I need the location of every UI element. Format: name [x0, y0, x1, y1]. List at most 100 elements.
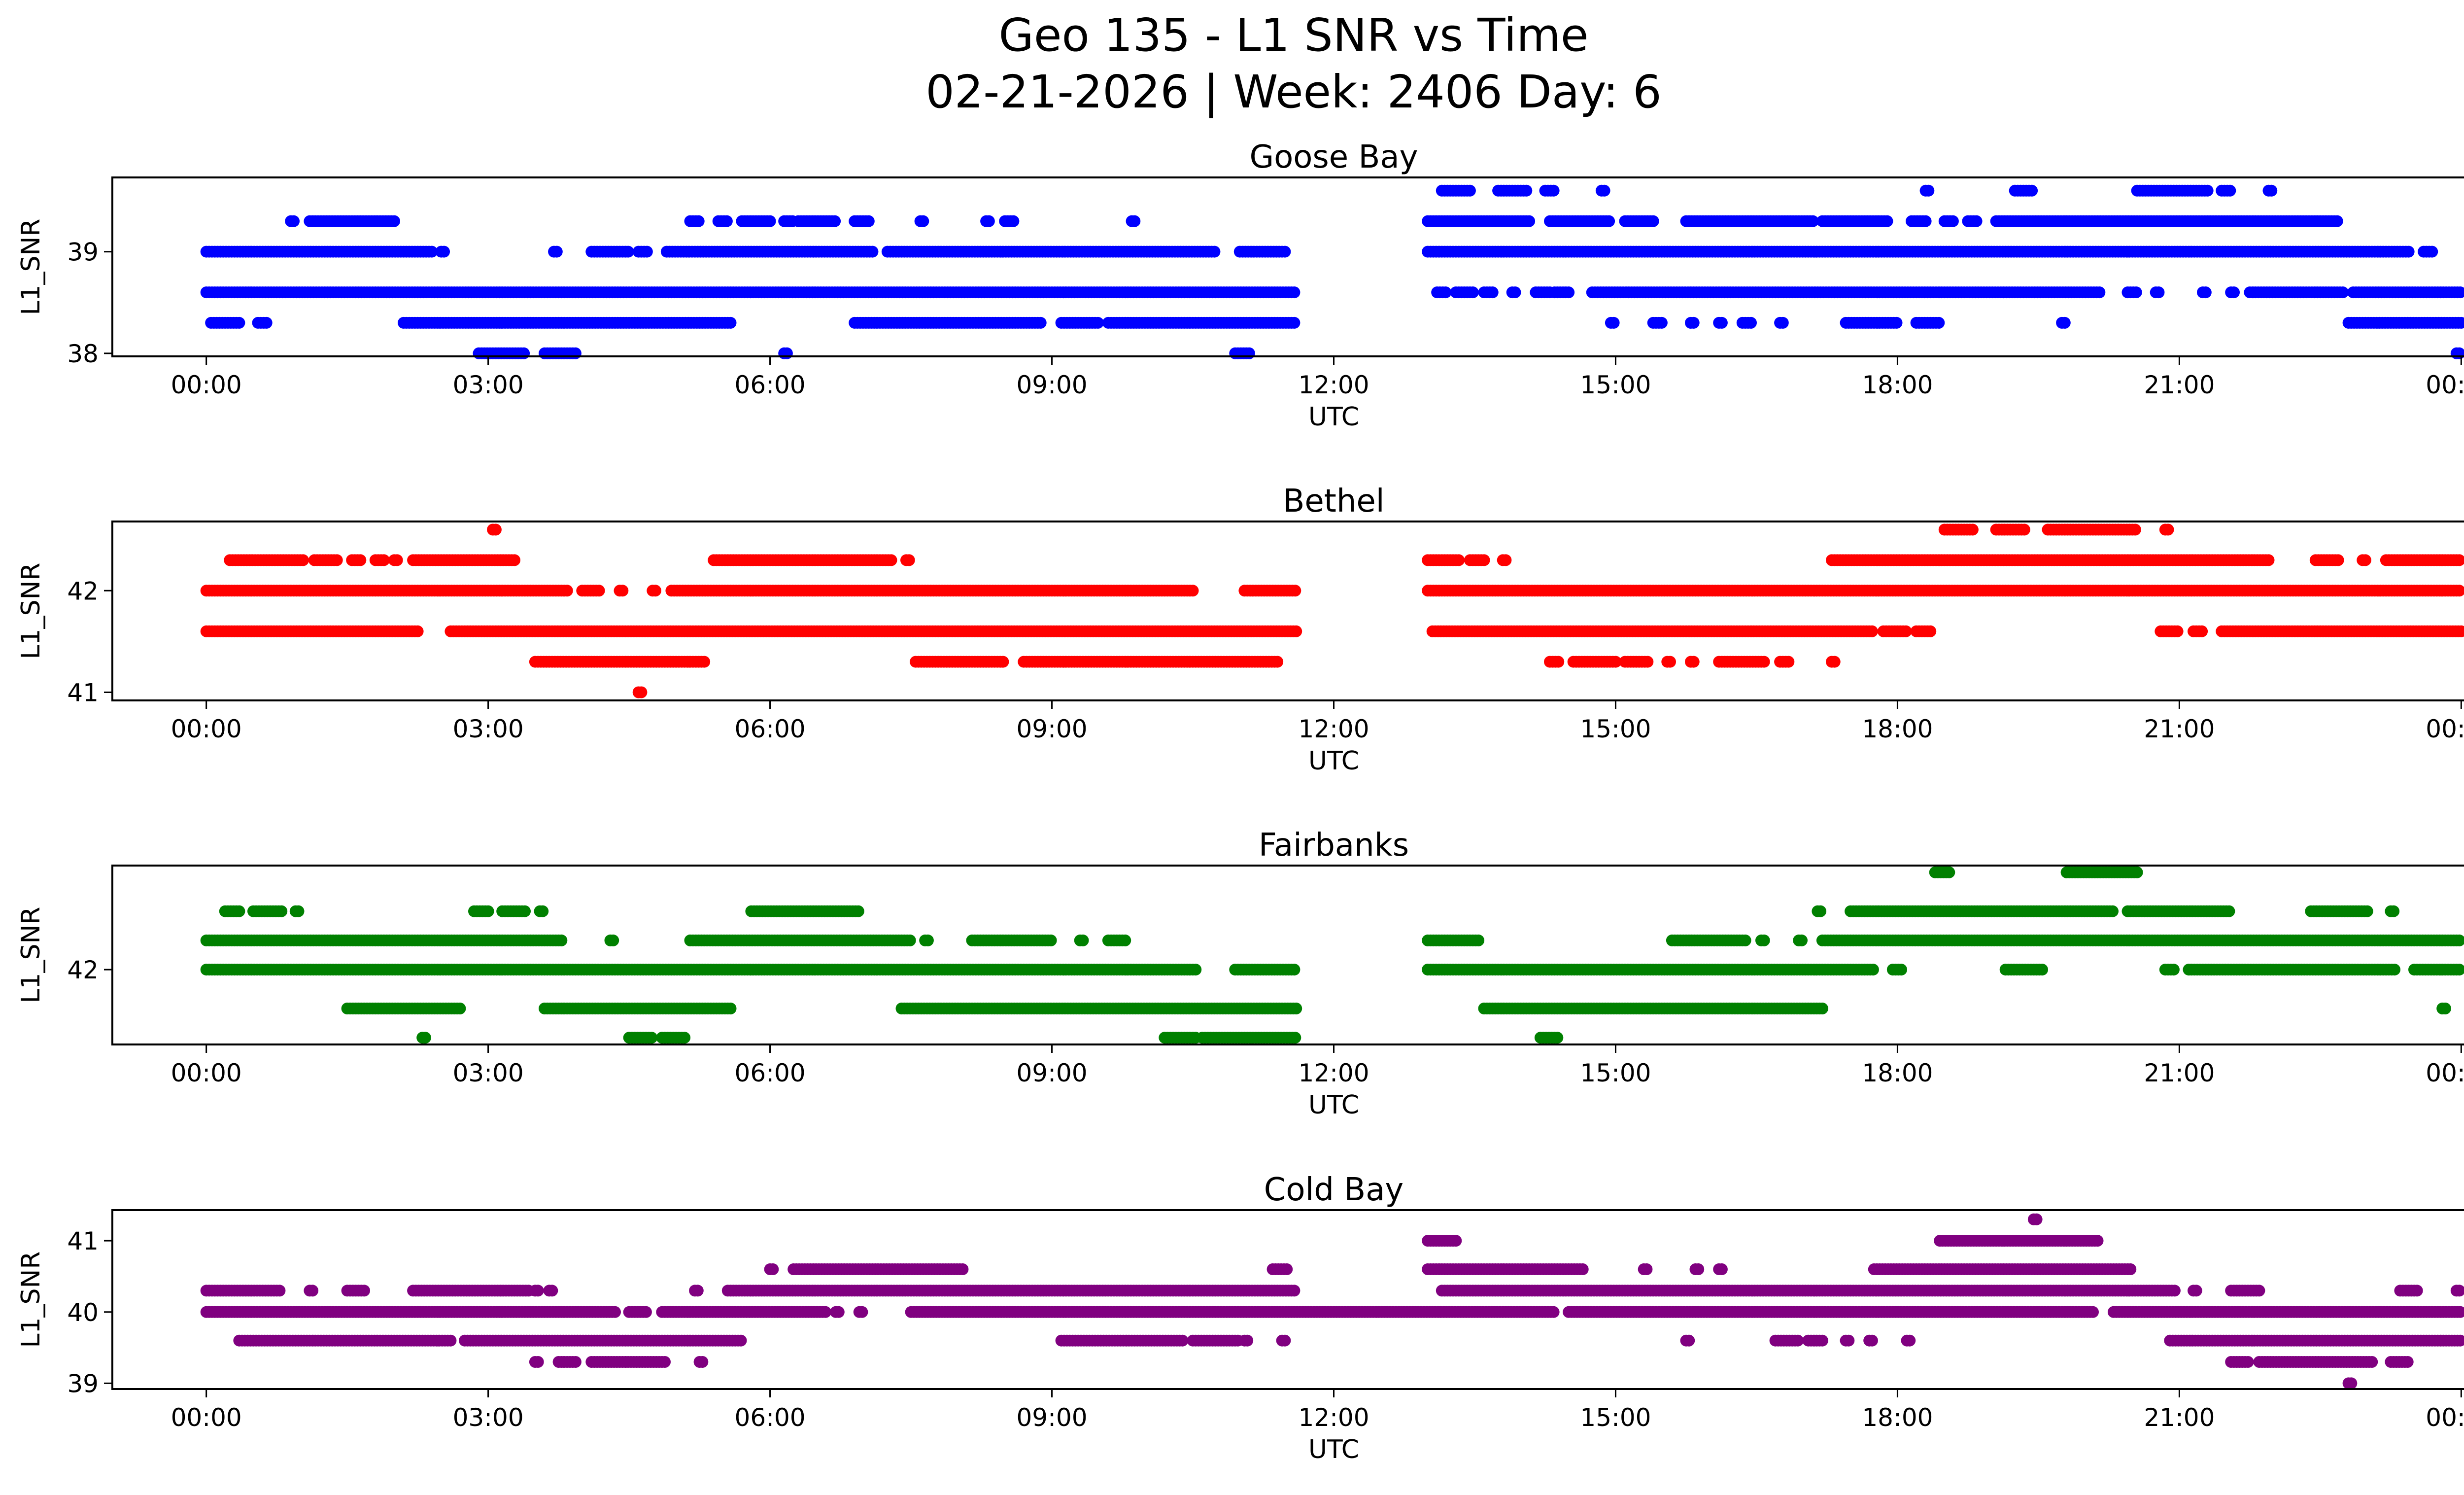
- x-tick-label: 12:00: [1298, 371, 1369, 399]
- data-point: [698, 656, 711, 668]
- data-point: [233, 316, 245, 329]
- data-point: [2337, 286, 2349, 299]
- data-point: [260, 316, 273, 329]
- data-point: [561, 585, 573, 597]
- data-point: [862, 215, 875, 227]
- data-point: [1500, 554, 1512, 566]
- subplot-title: Bethel: [1283, 483, 1384, 520]
- x-tick-label: 00:00: [171, 715, 242, 743]
- data-point: [1453, 554, 1465, 566]
- y-axis-label: L1_SNR: [16, 218, 46, 315]
- x-tick-label: 12:00: [1298, 715, 1369, 743]
- x-tick-label: 15:00: [1580, 715, 1651, 743]
- data-point: [692, 215, 705, 227]
- data-point: [1467, 286, 1479, 299]
- data-point: [1943, 866, 1955, 878]
- data-point: [2228, 286, 2240, 299]
- data-point: [1288, 316, 1300, 329]
- data-point: [388, 215, 400, 227]
- data-point: [616, 585, 629, 597]
- data-point: [1486, 286, 1499, 299]
- data-point: [1523, 215, 1536, 227]
- data-point: [1796, 934, 1808, 946]
- x-tick-label: 06:00: [735, 715, 806, 743]
- data-point: [233, 905, 245, 917]
- data-point: [607, 934, 619, 946]
- x-tick-label: 21:00: [2144, 715, 2215, 743]
- data-point: [1279, 245, 1291, 258]
- data-point: [1655, 316, 1668, 329]
- data-point: [519, 905, 531, 917]
- data-point: [1687, 656, 1700, 668]
- y-tick-label: 41: [67, 679, 99, 707]
- data-point: [509, 554, 520, 566]
- data-point: [275, 905, 288, 917]
- data-point: [1439, 286, 1452, 299]
- data-point: [426, 245, 438, 258]
- x-tick-label: 18:00: [1862, 715, 1933, 743]
- data-point: [1890, 316, 1903, 329]
- y-axis-label: L1_SNR: [16, 562, 46, 659]
- data-point: [1509, 286, 1521, 299]
- data-point: [569, 347, 582, 359]
- data-point: [391, 554, 403, 566]
- data-point: [1092, 316, 1104, 329]
- data-point: [724, 316, 737, 329]
- data-point: [2058, 316, 2071, 329]
- data-point: [2162, 523, 2174, 536]
- data-point: [1288, 286, 1300, 299]
- subplot-title: Fairbanks: [1259, 827, 1409, 864]
- data-point: [438, 245, 450, 258]
- data-point: [829, 215, 841, 227]
- data-point: [1552, 656, 1565, 668]
- data-point: [1966, 523, 1979, 536]
- y-tick-label: 38: [67, 340, 99, 368]
- data-point: [635, 686, 648, 698]
- data-point: [1947, 215, 1959, 227]
- data-point: [1289, 585, 1301, 597]
- x-tick-label: 00:00: [171, 371, 242, 399]
- data-point: [1119, 934, 1131, 946]
- data-point: [411, 625, 424, 637]
- data-point: [1243, 347, 1255, 359]
- data-point: [1933, 316, 1945, 329]
- x-tick-label: 09:00: [1016, 371, 1087, 399]
- x-axis-label: UTC: [1308, 746, 1359, 776]
- y-tick-label: 39: [67, 238, 99, 267]
- data-point: [903, 554, 915, 566]
- data-point: [641, 245, 653, 258]
- data-point: [1687, 316, 1700, 329]
- data-point: [1464, 184, 1476, 197]
- x-tick-label: 18:00: [1862, 371, 1933, 399]
- x-tick-label: 15:00: [1580, 371, 1651, 399]
- data-point: [1647, 215, 1659, 227]
- data-points: [200, 184, 2464, 359]
- data-point: [2107, 905, 2119, 917]
- data-point: [1782, 656, 1795, 668]
- data-point: [1271, 656, 1284, 668]
- data-point: [2224, 184, 2236, 197]
- data-point: [1642, 656, 1654, 668]
- data-point: [1758, 934, 1770, 946]
- data-point: [1547, 184, 1560, 197]
- data-point: [1478, 554, 1490, 566]
- data-point: [866, 245, 879, 258]
- x-tick-label: 09:00: [1016, 715, 1087, 743]
- data-point: [997, 656, 1009, 668]
- data-point: [1608, 316, 1620, 329]
- data-point: [1045, 934, 1057, 946]
- data-point: [983, 215, 995, 227]
- data-point: [2026, 184, 2038, 197]
- data-point: [1924, 625, 1937, 637]
- data-point: [1777, 316, 1789, 329]
- data-point: [917, 215, 929, 227]
- y-tick-label: 42: [67, 577, 99, 605]
- data-point: [2262, 554, 2275, 566]
- data-point: [1900, 625, 1912, 637]
- data-point: [2331, 215, 2343, 227]
- data-point: [2093, 286, 2106, 299]
- data-point: [1866, 625, 1878, 637]
- x-axis-label: UTC: [1308, 402, 1359, 432]
- data-point: [1828, 656, 1841, 668]
